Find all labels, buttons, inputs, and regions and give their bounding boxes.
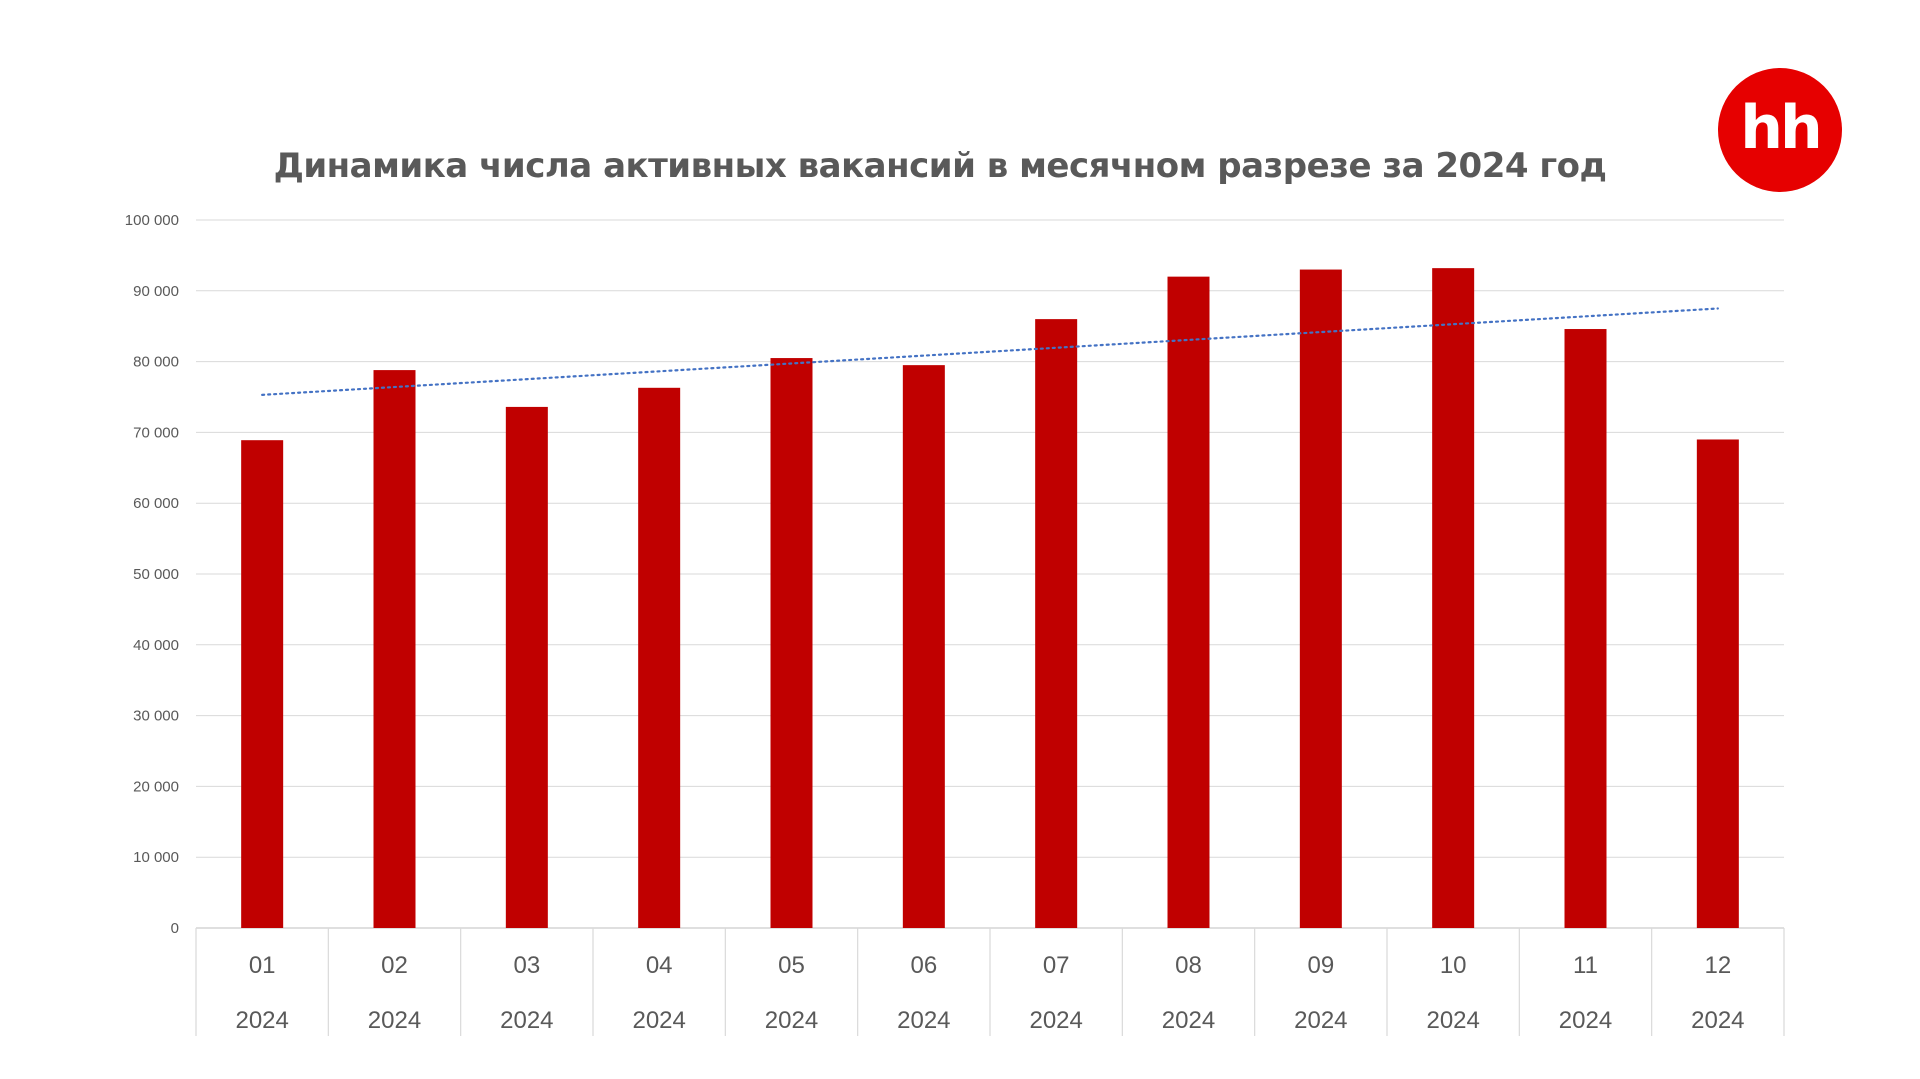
y-tick-label: 100 000	[125, 212, 179, 229]
bar	[1035, 319, 1078, 928]
x-tick-label-month: 07	[1043, 952, 1070, 979]
x-tick-label-year: 2024	[235, 1007, 288, 1034]
bar	[902, 365, 945, 928]
x-tick-label-year: 2024	[500, 1007, 553, 1034]
x-tick-label-year: 2024	[1559, 1007, 1612, 1034]
x-tick-label-month: 08	[1175, 952, 1202, 979]
bar	[1564, 329, 1607, 929]
y-tick-label: 40 000	[133, 637, 179, 654]
x-axis: 01 2024 02 2024 03 2024 04 2024 05 2024 06 2024 07 20…	[195, 928, 1785, 1036]
x-tick-label-month: 01	[249, 952, 276, 979]
x-tick-label-month: 04	[646, 952, 673, 979]
y-tick-label: 50 000	[133, 566, 179, 583]
trendline	[261, 307, 1719, 396]
x-tick-label-month: 10	[1440, 952, 1467, 979]
y-tick-label: 30 000	[133, 708, 179, 725]
x-tick-label-month: 11	[1573, 952, 1598, 979]
x-tick-label-month: 06	[910, 952, 937, 979]
bar	[638, 387, 681, 928]
x-tick-label-year: 2024	[632, 1007, 685, 1034]
x-tick-label-month: 05	[778, 952, 805, 979]
y-tick-label: 20 000	[133, 778, 179, 795]
x-tick-label-year: 2024	[1426, 1007, 1479, 1034]
y-tick-label: 60 000	[133, 495, 179, 512]
bar	[373, 370, 416, 928]
y-tick-label: 0	[171, 920, 179, 937]
bar	[1167, 276, 1210, 928]
x-tick-label-year: 2024	[1029, 1007, 1082, 1034]
bar	[241, 440, 284, 928]
y-tick-label: 10 000	[133, 849, 179, 866]
x-tick-label-year: 2024	[1691, 1007, 1744, 1034]
y-tick-label: 80 000	[133, 354, 179, 371]
y-tick-label: 90 000	[133, 283, 179, 300]
bars	[241, 268, 1739, 929]
y-tick-label: 70 000	[133, 424, 179, 441]
x-tick-label-year: 2024	[1162, 1007, 1215, 1034]
x-tick-label-month: 09	[1307, 952, 1334, 979]
x-tick-label-year: 2024	[765, 1007, 818, 1034]
hh-logo-text: hh	[1740, 93, 1822, 163]
x-tick-label-month: 02	[381, 952, 408, 979]
x-tick-label-year: 2024	[897, 1007, 950, 1034]
x-tick-label-month: 12	[1704, 952, 1731, 979]
x-tick-label-year: 2024	[368, 1007, 421, 1034]
y-axis-tick-labels: 0 10 000 20 000 30 000 40 000 50 000 60 000 70 …	[125, 212, 179, 937]
chart-title: Динамика числа активных вакансий в месяч…	[273, 146, 1607, 186]
x-tick-label-month: 03	[513, 952, 540, 979]
bar	[1696, 439, 1739, 928]
bar	[1299, 269, 1342, 928]
trendline-line	[261, 307, 1719, 396]
x-tick-label-year: 2024	[1294, 1007, 1347, 1034]
bar	[505, 406, 548, 928]
bar	[1432, 268, 1475, 928]
hh-logo: hh	[1718, 68, 1842, 192]
gridlines	[196, 219, 1784, 929]
bar	[770, 358, 813, 928]
